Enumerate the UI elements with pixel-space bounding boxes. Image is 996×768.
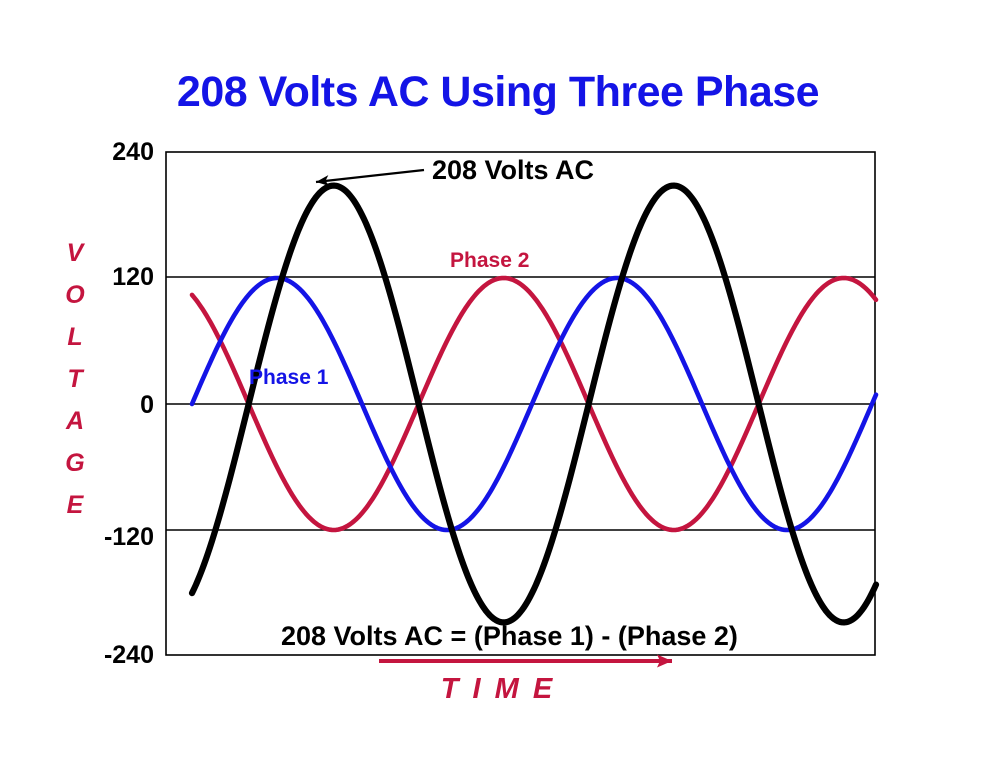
y-axis-title-letter: O — [65, 281, 85, 309]
y-axis-tick-neg120: -120 — [103, 523, 154, 551]
page-title: 208 Volts AC Using Three Phase — [176, 68, 820, 116]
series-phase1-curve — [189, 275, 879, 533]
x-axis-title: T I M E — [440, 673, 556, 705]
formula-caption: 208 Volts AC = (Phase 1) - (Phase 2) — [281, 621, 738, 651]
y-axis-tick-120: 120 — [112, 263, 154, 291]
callout-label-208v: 208 Volts AC — [432, 155, 595, 185]
series-combined-curve — [188, 182, 880, 626]
y-axis-title-letter: V — [66, 239, 84, 267]
y-axis-title-letter: L — [67, 323, 83, 351]
y-axis-title: V O L T A G E — [58, 232, 92, 526]
y-axis-title-letter: E — [66, 491, 84, 519]
y-axis-tick-240: 240 — [112, 138, 154, 166]
y-axis-tick-0: 0 — [140, 391, 154, 419]
series-label-phase1: Phase 1 — [249, 366, 329, 389]
y-axis-title-letter: T — [67, 365, 83, 393]
series-phase2-curve — [189, 275, 879, 533]
callout-arrow — [315, 168, 425, 187]
y-axis-title-letter: G — [65, 449, 85, 477]
y-axis-tick-neg240: -240 — [103, 641, 154, 669]
y-axis-title-letter: A — [65, 407, 85, 435]
plot-grid — [165, 151, 876, 656]
series-label-phase2: Phase 2 — [450, 249, 530, 272]
